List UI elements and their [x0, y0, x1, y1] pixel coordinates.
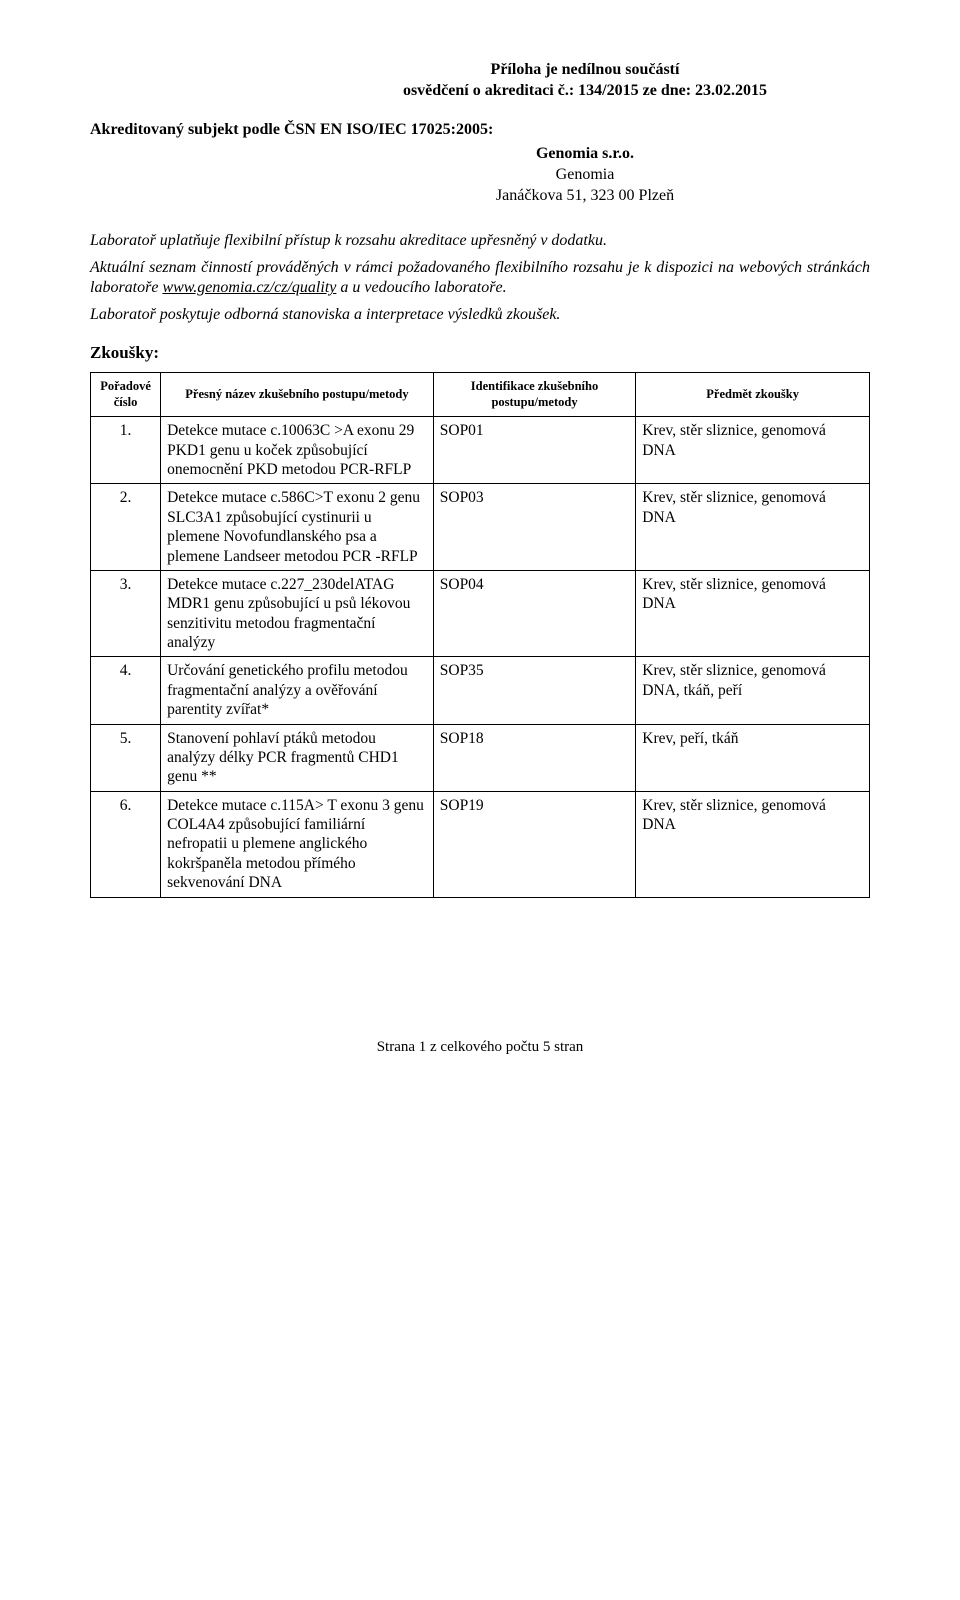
cell-subject: Krev, stěr sliznice, genomová DNA [636, 484, 870, 571]
header-line1: Příloha je nedílnou součástí [300, 60, 870, 81]
th-name: Přesný název zkušebního postupu/metody [161, 373, 434, 417]
intro-link[interactable]: www.genomia.cz/cz/quality [162, 279, 336, 296]
header-line2: osvědčení o akreditaci č.: 134/2015 ze d… [300, 81, 870, 102]
cell-id: SOP01 [433, 417, 636, 484]
table-row: 6.Detekce mutace c.115A> T exonu 3 genu … [91, 791, 870, 897]
table-header-row: Pořadové číslo Přesný název zkušebního p… [91, 373, 870, 417]
cell-num: 3. [91, 570, 161, 657]
company-name: Genomia s.r.o. [300, 144, 870, 165]
cell-subject: Krev, stěr sliznice, genomová DNA, tkáň,… [636, 657, 870, 724]
intro-p1a: Laboratoř uplatňuje flexibilní přístup k… [90, 231, 870, 252]
cell-id: SOP04 [433, 570, 636, 657]
cell-name: Detekce mutace c.586C>T exonu 2 genu SLC… [161, 484, 434, 571]
company-address: Janáčkova 51, 323 00 Plzeň [300, 186, 870, 207]
tests-table: Pořadové číslo Přesný název zkušebního p… [90, 372, 870, 898]
cell-name: Detekce mutace c.115A> T exonu 3 genu CO… [161, 791, 434, 897]
table-body: 1.Detekce mutace c.10063C >A exonu 29 PK… [91, 417, 870, 897]
intro-p1b: Aktuální seznam činností prováděných v r… [90, 258, 870, 300]
table-row: 3.Detekce mutace c.227_230delATAG MDR1 g… [91, 570, 870, 657]
intro-p2: Laboratoř poskytuje odborná stanoviska a… [90, 305, 870, 326]
th-subj: Předmět zkoušky [636, 373, 870, 417]
table-row: 4.Určování genetického profilu metodou f… [91, 657, 870, 724]
cell-subject: Krev, stěr sliznice, genomová DNA [636, 570, 870, 657]
cell-subject: Krev, stěr sliznice, genomová DNA [636, 417, 870, 484]
cell-id: SOP19 [433, 791, 636, 897]
th-num: Pořadové číslo [91, 373, 161, 417]
cell-name: Určování genetického profilu metodou fra… [161, 657, 434, 724]
cell-id: SOP35 [433, 657, 636, 724]
intro-p1b-pre: Aktuální seznam činností prováděných v r… [90, 259, 656, 276]
cell-name: Detekce mutace c.227_230delATAG MDR1 gen… [161, 570, 434, 657]
cell-subject: Krev, stěr sliznice, genomová DNA [636, 791, 870, 897]
cell-num: 1. [91, 417, 161, 484]
subject-line: Akreditovaný subjekt podle ČSN EN ISO/IE… [90, 120, 870, 141]
th-id: Identifikace zkušebního postupu/metody [433, 373, 636, 417]
page-footer: Strana 1 z celkového počtu 5 stran [90, 1038, 870, 1058]
zkousky-label: Zkoušky: [90, 342, 870, 364]
cell-num: 4. [91, 657, 161, 724]
header-block: Příloha je nedílnou součástí osvědčení o… [300, 60, 870, 102]
cell-num: 2. [91, 484, 161, 571]
table-row: 2.Detekce mutace c.586C>T exonu 2 genu S… [91, 484, 870, 571]
cell-id: SOP03 [433, 484, 636, 571]
cell-name: Stanovení pohlaví ptáků metodou analýzy … [161, 724, 434, 791]
intro-p1b-post: a u vedoucího laboratoře. [336, 279, 506, 296]
cell-num: 5. [91, 724, 161, 791]
cell-num: 6. [91, 791, 161, 897]
cell-name: Detekce mutace c.10063C >A exonu 29 PKD1… [161, 417, 434, 484]
company-lab: Genomia [300, 165, 870, 186]
cell-id: SOP18 [433, 724, 636, 791]
company-block: Genomia s.r.o. Genomia Janáčkova 51, 323… [300, 144, 870, 206]
cell-subject: Krev, peří, tkáň [636, 724, 870, 791]
table-row: 5.Stanovení pohlaví ptáků metodou analýz… [91, 724, 870, 791]
table-row: 1.Detekce mutace c.10063C >A exonu 29 PK… [91, 417, 870, 484]
